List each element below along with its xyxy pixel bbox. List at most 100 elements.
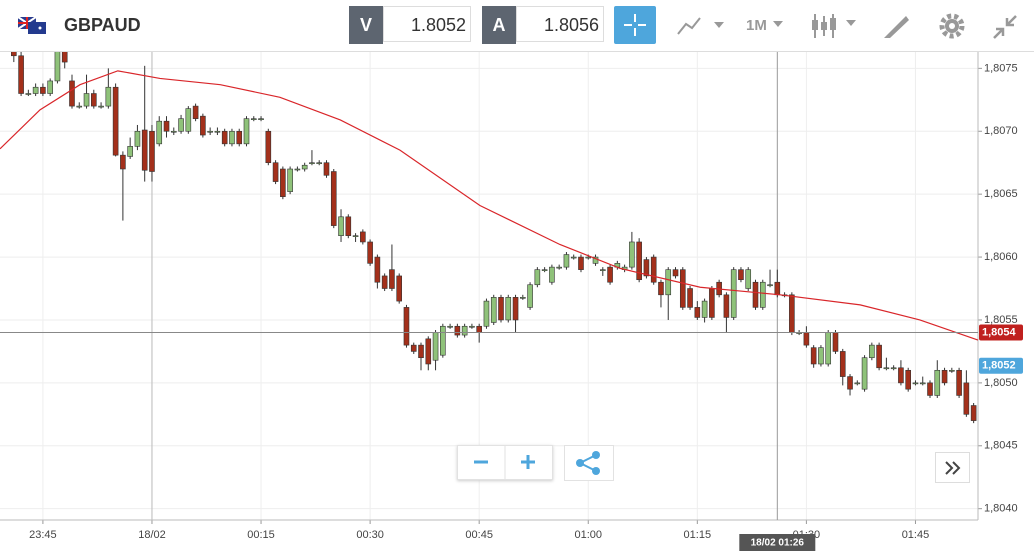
candle-body (520, 297, 526, 299)
candle-body (309, 162, 315, 165)
candle-body (367, 241, 373, 264)
candle-body (265, 130, 272, 164)
candle-body (541, 269, 548, 271)
candle-body (803, 332, 810, 346)
candle-body (854, 382, 861, 385)
zoom-in-button[interactable] (521, 455, 535, 469)
candle-body (527, 284, 533, 308)
flag-icon (18, 17, 46, 34)
candle-body (178, 118, 184, 132)
candle-body (578, 256, 584, 270)
candle-body (323, 162, 330, 176)
collapse-button[interactable] (992, 14, 1018, 40)
candle-body (345, 216, 352, 236)
x-tick-label: 00:30 (356, 529, 384, 541)
candle-body (272, 162, 279, 182)
candle-body (650, 256, 657, 283)
candle-body (91, 93, 97, 107)
candle-body (730, 269, 737, 318)
candle-body (141, 129, 148, 171)
price-marker-label: 1,8054 (982, 326, 1017, 338)
share-button[interactable] (564, 445, 614, 481)
settings-button[interactable] (938, 12, 966, 40)
x-tick-label: 23:45 (29, 529, 57, 541)
candle-body (381, 275, 388, 289)
candle-body (83, 93, 90, 107)
candle-body (61, 52, 68, 63)
ask-button[interactable]: A (482, 6, 516, 44)
scroll-end-button[interactable] (935, 452, 970, 483)
candle-body (243, 118, 250, 145)
candle-body (534, 269, 541, 286)
candle-body (18, 55, 24, 94)
candle-type-button[interactable] (810, 12, 860, 40)
y-tick-label: 1,8075 (984, 62, 1018, 74)
candle-body (549, 266, 555, 283)
candle-body (338, 216, 344, 236)
candle-body (767, 284, 773, 287)
candle-body (643, 259, 650, 277)
dropdown-icon (773, 21, 783, 27)
candle-body (280, 168, 286, 197)
candle-body (236, 130, 243, 145)
price-marker (979, 357, 1023, 374)
candle-body (389, 269, 395, 289)
chart-type-button[interactable] (676, 14, 726, 38)
candle-body (156, 120, 163, 145)
candle-body (221, 130, 228, 145)
candle-body (287, 168, 293, 192)
candle-body (701, 300, 708, 318)
crosshair-x-box (739, 534, 816, 551)
candle-body (476, 325, 482, 333)
x-tick-label: 01:45 (902, 529, 930, 541)
candle-body (679, 269, 686, 308)
candle-body (759, 281, 766, 308)
candle-body (970, 405, 977, 421)
zoom-icons (474, 446, 535, 479)
chart: 1,8075 1,8070 1,8065 1,8060 1,8055 1,8050 1,80… (0, 52, 1023, 551)
price-marker-label: 1,8052 (982, 360, 1016, 372)
crosshair-button[interactable] (614, 6, 656, 44)
x-tick-label: 00:15 (247, 529, 275, 541)
x-tick-label: 01:00 (574, 529, 602, 541)
y-tick-label: 1,8055 (984, 314, 1018, 326)
candle-body (563, 254, 570, 268)
toolbar: GBPAUD V 1.8052 A 1.8056 1M (0, 0, 1034, 52)
candle-body (294, 168, 301, 171)
candle-body (120, 154, 126, 170)
candle-body (934, 369, 941, 396)
candle-body (40, 86, 46, 94)
candle-body (789, 294, 795, 333)
y-tick-label: 1,8040 (984, 503, 1018, 515)
candle-body (207, 130, 213, 133)
candle-body (185, 108, 192, 132)
candle-body (149, 130, 155, 172)
draw-button[interactable] (882, 12, 910, 40)
candle-body (47, 80, 53, 94)
interval-button[interactable]: 1M (746, 17, 767, 34)
price-marker (979, 324, 1023, 341)
candle-body (629, 241, 635, 268)
ask-price: 1.8056 (516, 6, 604, 42)
candle-body (301, 164, 308, 170)
candle-body (200, 115, 206, 136)
candle-body (483, 300, 490, 327)
candle-body (432, 332, 439, 361)
y-tick-label: 1,8070 (984, 125, 1018, 137)
candle-body (665, 269, 672, 296)
candle-body (585, 256, 592, 259)
candle-body (738, 269, 744, 281)
candle-body (607, 266, 613, 283)
candle-body (425, 338, 432, 365)
candle-body (69, 80, 75, 107)
x-tick-label: 01:15 (684, 529, 712, 541)
candle-body (505, 297, 512, 321)
candle-body (752, 281, 759, 308)
candle-body (658, 281, 664, 296)
candle-body (825, 332, 832, 365)
candle-body (32, 86, 39, 94)
bid-button[interactable]: V (349, 6, 383, 44)
candle-body (949, 369, 955, 372)
y-tick-label: 1,8060 (984, 251, 1018, 263)
